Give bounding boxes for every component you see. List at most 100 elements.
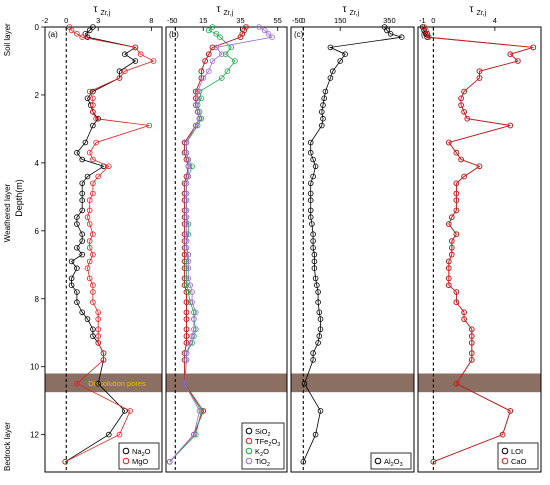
point-2-0-7 <box>329 68 336 74</box>
point-3-0-2 <box>422 30 429 37</box>
x-tick-label-1-1: 0 <box>173 16 177 25</box>
point-1-2-9 <box>196 88 203 95</box>
point-0-0-15 <box>82 139 89 146</box>
point-3-1-42 <box>468 357 475 363</box>
legend-name-3-1: CaO <box>511 457 527 466</box>
legend-marker-0-0 <box>122 447 130 455</box>
point-1-1-4 <box>209 44 216 51</box>
point-1-3-0 <box>256 24 262 30</box>
point-1-1-36 <box>183 309 190 316</box>
point-2-0-32 <box>312 275 319 282</box>
dissolution-band-3 <box>418 373 541 393</box>
point-1-3-7 <box>206 68 212 74</box>
top-axis-label-sub-3: Zr,j <box>477 10 487 17</box>
point-0-0-22 <box>79 197 85 204</box>
point-0-1-41 <box>100 350 107 356</box>
point-2-0-28 <box>310 245 316 251</box>
point-3-1-40 <box>468 340 475 346</box>
point-1-1-23 <box>181 207 188 214</box>
dissolution-pores-label: Dissolution pores <box>88 379 146 388</box>
point-2-0-26 <box>310 231 316 238</box>
point-2-0-38 <box>317 326 324 333</box>
x-tick-label-0-1: 0 <box>64 16 68 25</box>
legend-marker-1-2 <box>245 447 253 455</box>
point-0-1-30 <box>86 258 93 265</box>
series-line-3-0 <box>422 26 534 463</box>
point-1-2-35 <box>187 299 194 306</box>
point-3-1-28 <box>448 245 455 251</box>
point-1-2-39 <box>191 333 197 339</box>
point-1-3-20 <box>183 180 190 187</box>
point-0-1-33 <box>90 282 96 289</box>
top-axis-label-2: τ <box>343 4 347 15</box>
point-1-3-5 <box>219 51 225 57</box>
legend-marker-1-3 <box>245 457 253 465</box>
point-1-1-0 <box>243 24 249 30</box>
point-3-1-14 <box>507 122 514 129</box>
point-0-1-13 <box>93 115 99 122</box>
point-2-0-3 <box>398 34 405 40</box>
point-2-0-22 <box>307 197 314 204</box>
point-0-1-15 <box>93 139 99 146</box>
x-tick-label-0-0: -2 <box>42 16 49 25</box>
point-3-1-18 <box>476 163 483 170</box>
x-tick-label-1-3: 35 <box>236 16 244 25</box>
point-3-1-9 <box>461 88 467 95</box>
point-1-3-40 <box>187 340 194 346</box>
point-1-2-7 <box>224 68 231 74</box>
depth-tick-label-3: 6 <box>35 227 40 236</box>
point-0-1-17 <box>90 156 96 163</box>
legend-label-1-3: TiO2 <box>255 457 270 468</box>
point-1-1-7 <box>198 68 205 74</box>
panel-2: -500 150 350 τ Zr,j (c) Al2O3 <box>290 4 415 473</box>
point-2-0-31 <box>311 265 318 272</box>
point-1-3-31 <box>185 265 192 272</box>
top-axis-label-1: τ <box>217 4 221 15</box>
point-0-1-32 <box>86 275 93 282</box>
point-1-2-36 <box>191 309 197 316</box>
point-3-0-0 <box>419 24 426 30</box>
point-0-0-21 <box>79 190 85 197</box>
point-1-1-9 <box>193 88 199 95</box>
point-2-0-6 <box>337 58 344 64</box>
point-0-1-6 <box>150 58 157 64</box>
legend-label-3-0: LOI <box>511 447 523 456</box>
point-0-1-29 <box>90 251 96 258</box>
point-2-0-41 <box>310 350 316 356</box>
point-1-3-29 <box>185 251 192 258</box>
point-1-1-15 <box>181 139 188 146</box>
point-1-2-40 <box>189 340 195 346</box>
point-1-3-27 <box>183 238 190 244</box>
point-2-0-18 <box>312 163 319 170</box>
x-tick-label-1-2: 15 <box>199 16 207 25</box>
point-0-0-1 <box>86 27 93 34</box>
point-3-1-6 <box>515 58 521 64</box>
point-3-1-31 <box>445 265 452 272</box>
point-0-1-31 <box>84 265 91 272</box>
dissolution-band-0 <box>45 373 162 393</box>
point-0-0-30 <box>68 258 75 265</box>
legend-label-2-0: Al2O3 <box>384 457 403 468</box>
depth-tick-label-5: 10 <box>30 363 39 372</box>
point-2-0-15 <box>307 139 314 146</box>
point-1-3-8 <box>200 75 207 81</box>
point-0-1-2 <box>74 30 80 37</box>
point-2-0-20 <box>307 180 314 187</box>
point-3-1-3 <box>425 34 432 40</box>
point-0-1-28 <box>86 245 93 251</box>
point-0-1-5 <box>137 51 144 57</box>
point-1-2-14 <box>194 122 201 129</box>
dissolution-band-1 <box>166 373 287 393</box>
point-0-1-9 <box>86 88 93 95</box>
point-3-1-29 <box>448 251 455 258</box>
point-1-3-46 <box>166 458 173 465</box>
legend-box-2 <box>370 452 412 470</box>
series-line-1-0 <box>169 26 247 463</box>
point-3-1-30 <box>445 258 452 265</box>
point-1-3-30 <box>185 258 192 265</box>
point-0-1-25 <box>86 221 93 227</box>
point-0-1-24 <box>84 214 91 221</box>
point-3-1-4 <box>530 44 537 51</box>
point-2-0-10 <box>321 95 328 102</box>
point-3-1-1 <box>422 27 429 34</box>
